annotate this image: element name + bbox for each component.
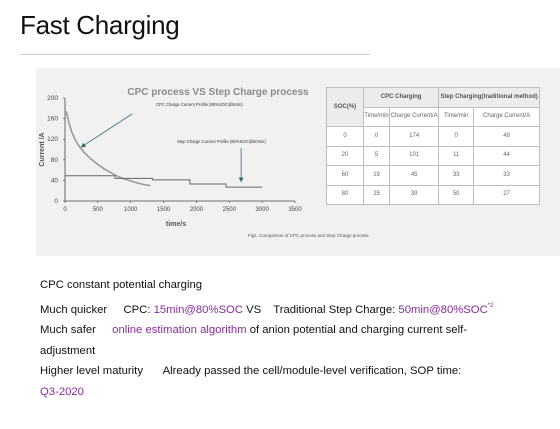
table-cell: 19	[362, 165, 391, 186]
cpc-group-header: CPC Charging	[362, 87, 440, 108]
y-axis-label: Current /A	[39, 132, 46, 166]
body-text: CPC constant potential charging Much qui…	[40, 275, 550, 402]
maturity-label: Higher level maturity	[40, 365, 143, 377]
table-cell: 11	[438, 145, 475, 166]
y-tick-label: 120	[47, 136, 58, 143]
table-cell: 33	[473, 165, 540, 186]
table-cell: 50	[438, 184, 475, 205]
y-tick-label: 80	[51, 157, 59, 164]
table-cell: 27	[473, 184, 540, 205]
safer-rest: of anion potential and charging current …	[249, 324, 467, 336]
table-cell: 33	[438, 165, 475, 186]
safer-label: Much safer	[40, 324, 96, 336]
step-group-header: Step Charging(traditional method)	[438, 87, 540, 108]
x-tick-label: 500	[93, 207, 104, 213]
x-tick-label: 2000	[190, 207, 204, 213]
x-tick-label: 3000	[255, 207, 269, 213]
table-cell: 5	[362, 145, 391, 166]
cpc-value: 15min@80%SOC	[153, 303, 243, 316]
trad-footnote: *2	[487, 302, 494, 309]
x-tick-label: 2500	[223, 207, 237, 213]
body-line-maturity: Higher level maturity Already passed the…	[40, 361, 550, 382]
chart-title: CPC process VS Step Charge process	[127, 87, 309, 98]
table-cell: 174	[389, 126, 440, 147]
trad-prefix: Traditional Step Charge:	[273, 303, 396, 316]
table-cell: 101	[389, 145, 440, 166]
table-cell: 60	[326, 165, 364, 186]
series-line-step	[65, 175, 263, 188]
table-cell: 39	[389, 184, 440, 205]
table-row: 0 0 174 0 49	[326, 126, 540, 147]
vs-text: VS	[246, 303, 262, 316]
x-tick-label: 1500	[157, 207, 171, 213]
figure-caption: Fig1. Comparison of CPC process and Step…	[248, 233, 369, 238]
figure-panel: CPC process VS Step Charge process 0 500 10…	[36, 68, 560, 256]
table-cell: 80	[326, 184, 364, 205]
body-line-safer: Much safer online estimation algorithm o…	[40, 320, 550, 341]
quicker-label: Much quicker	[40, 303, 108, 316]
y-tick-label: 0	[54, 198, 58, 205]
y-tick-label: 160	[47, 116, 58, 123]
x-tick-label: 1000	[124, 207, 138, 213]
body-line-cpc: CPC constant potential charging	[40, 279, 203, 291]
table-cell: 20	[326, 145, 364, 166]
body-line-quicker: Much quicker CPC: 15min@80%SOC VS Tradit…	[40, 296, 550, 321]
col-header: Time/min	[438, 106, 475, 127]
y-tick-label: 200	[47, 95, 58, 102]
x-tick-label: 0	[63, 207, 67, 213]
body-line-safer-cont: adjustment	[40, 344, 96, 357]
table-cell: 0	[438, 126, 475, 147]
annotation-cpc: CPC Charge Current Profile (80%SOC@5min)	[156, 102, 243, 107]
x-tick-label: 3500	[288, 207, 302, 213]
soc-header-cell: SOC(%)	[326, 87, 364, 127]
col-header: Charge Current/A	[389, 106, 440, 127]
trad-value: 50min@80%SOC	[398, 303, 488, 316]
annotation-step: Step Charge Current Profile (80%SOC@50mi…	[177, 139, 266, 144]
body-line-date: Q3-2020	[40, 382, 550, 403]
table-row: 20 5 101 11 44	[326, 145, 540, 166]
col-header: Charge Current/A	[473, 106, 540, 127]
table-cell: 49	[473, 126, 540, 147]
current-profile-chart: CPC process VS Step Charge process 0 500 10…	[39, 87, 309, 228]
x-axis-label: time/s	[166, 221, 186, 228]
maturity-text: Already passed the cell/module-level ver…	[162, 365, 462, 377]
col-header: Time/min	[362, 106, 391, 127]
y-tick-label: 40	[51, 177, 59, 184]
annotation-arrow-cpc	[80, 113, 133, 148]
cpc-prefix: CPC:	[123, 303, 151, 316]
table-cell: 0	[362, 126, 391, 147]
safer-highlight: online estimation algorithm	[112, 324, 247, 336]
table-cell: 45	[389, 165, 440, 186]
table-cell: 44	[473, 145, 540, 166]
table-header-row: SOC(%) CPC Charging Step Charging(tradit…	[326, 87, 540, 127]
soc-table: SOC(%) CPC Charging Step Charging(tradit…	[326, 87, 540, 205]
table-row: 80 25 39 50 27	[326, 184, 540, 205]
maturity-date: Q3-2020	[40, 385, 84, 398]
table-cell: 25	[362, 184, 391, 205]
title-divider	[20, 54, 370, 55]
table-row: 60 19 45 33 33	[326, 165, 540, 186]
table-cell: 0	[326, 126, 364, 147]
series-line-cpc	[65, 111, 151, 187]
slide-title: Fast Charging	[20, 10, 180, 40]
